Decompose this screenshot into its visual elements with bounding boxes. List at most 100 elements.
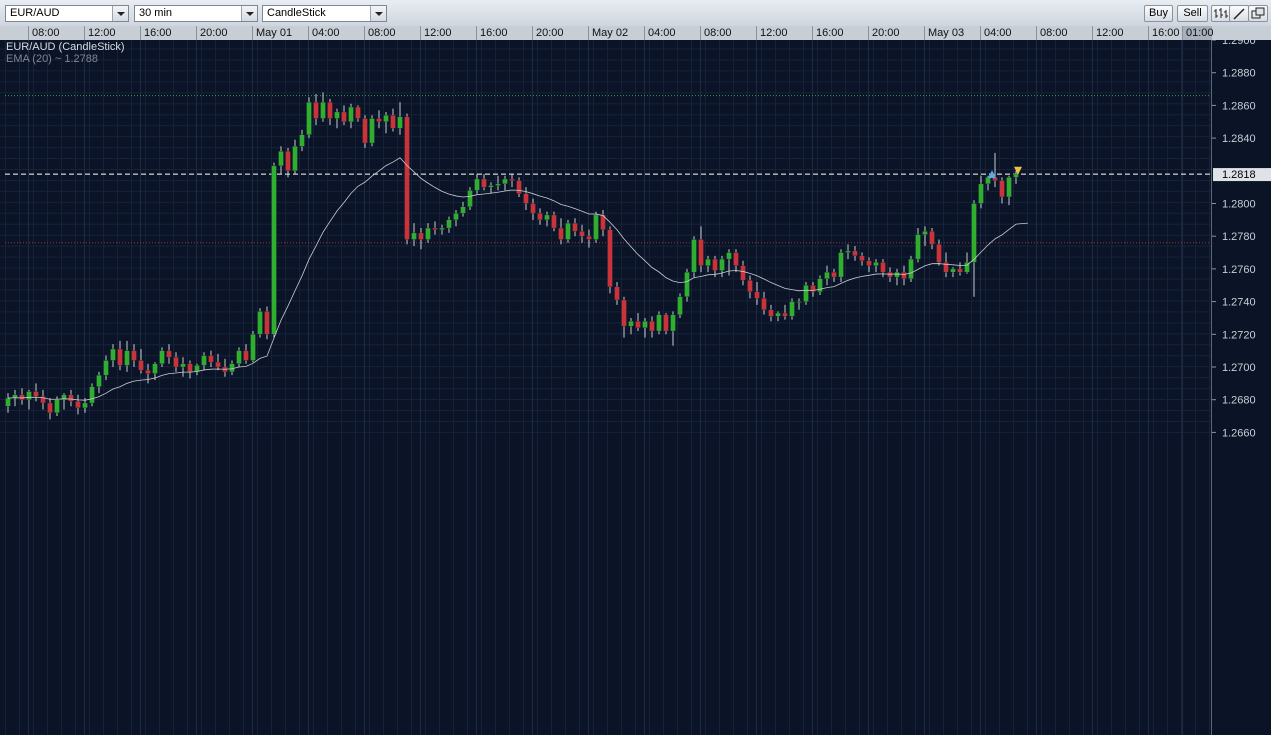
time-axis-label: 12:00: [756, 26, 812, 40]
candle-down: [810, 285, 816, 292]
candle-down: [607, 229, 613, 288]
candle-up: [691, 239, 697, 273]
candle-down: [754, 291, 760, 299]
timeframe-value: 30 min: [139, 7, 173, 19]
time-axis-label: May 02: [588, 26, 644, 40]
current-price-tag: [1213, 168, 1271, 182]
candle-up: [180, 363, 186, 368]
candle-up: [124, 350, 130, 366]
candle-up: [677, 296, 683, 315]
candle-up: [320, 101, 326, 119]
time-axis-label: 08:00: [1036, 26, 1092, 40]
candle-down: [75, 401, 81, 409]
candle-up: [684, 272, 690, 297]
candle-up: [54, 399, 60, 413]
timeframe-select[interactable]: 30 min: [134, 5, 258, 22]
candle-down: [999, 180, 1005, 198]
current-price-label: 1.2818: [1222, 169, 1256, 181]
candle-up: [453, 213, 459, 220]
candle-down: [747, 280, 753, 292]
candle-down: [33, 391, 39, 397]
sell-button[interactable]: Sell: [1177, 5, 1208, 22]
candle-up: [96, 375, 102, 387]
candle-down: [19, 394, 25, 400]
candle-up: [26, 391, 32, 400]
candle-down: [663, 314, 669, 332]
candle-up: [292, 146, 298, 171]
chevron-down-icon[interactable]: [112, 6, 128, 21]
symbol-select[interactable]: EUR/AUD: [5, 5, 129, 22]
candle-up: [964, 262, 970, 273]
buy-marker-icon: [988, 170, 996, 179]
price-label: 1.2720: [1222, 329, 1256, 341]
candle-up: [670, 314, 676, 332]
candle-up: [1006, 177, 1012, 198]
candle-up: [922, 231, 928, 235]
candle-down: [600, 214, 606, 230]
bars-tool-button[interactable]: [1211, 5, 1231, 22]
candle-down: [880, 262, 886, 273]
window-icon: [1251, 7, 1265, 19]
trendline-tool-button[interactable]: [1229, 5, 1249, 22]
candle-up: [719, 258, 725, 271]
time-axis-label: 16:00: [1148, 26, 1204, 40]
chevron-down-icon[interactable]: [241, 6, 257, 21]
bars-icon: [1214, 8, 1228, 18]
candle-down: [432, 227, 438, 230]
candle-up: [775, 312, 781, 317]
candle-down: [740, 265, 746, 281]
candle-up: [229, 363, 235, 373]
candle-down: [649, 321, 655, 332]
candle-down: [929, 231, 935, 245]
time-axis-label: 16:00: [476, 26, 532, 40]
candle-down: [537, 213, 543, 220]
chevron-down-icon[interactable]: [370, 6, 386, 21]
symbol-value: EUR/AUD: [10, 7, 60, 19]
candle-up: [642, 321, 648, 328]
candle-down: [957, 268, 963, 273]
detach-window-button[interactable]: [1248, 5, 1268, 22]
price-chart[interactable]: 1.2900 1.2880 1.2860 1.2840 1.2800 1.2780 1.27…: [0, 40, 1271, 735]
candle-down: [481, 178, 487, 188]
price-label: 1.2680: [1222, 395, 1256, 407]
candle-down: [887, 272, 893, 278]
candle-down: [145, 370, 151, 374]
time-axis-label: 12:00: [1092, 26, 1148, 40]
candle-down: [285, 151, 291, 171]
time-axis-label: 20:00: [868, 26, 924, 40]
time-axis-label: 20:00: [532, 26, 588, 40]
candle-down: [831, 272, 837, 278]
time-axis: 08:00 12:00 16:00 20:00 May 01 04:00 08:00 12:0…: [0, 26, 1271, 41]
ema-line: [7, 157, 1029, 401]
price-label: 1.2780: [1222, 231, 1256, 243]
candle-up: [971, 203, 977, 263]
grid: [0, 40, 1212, 735]
candle-down: [215, 361, 221, 368]
candle-up: [565, 222, 571, 240]
candle-down: [782, 312, 788, 317]
candle-up: [908, 258, 914, 279]
candle-up: [103, 360, 109, 376]
time-axis-label: May 01: [252, 26, 308, 40]
candle-down: [852, 250, 858, 256]
candle-up: [159, 350, 165, 364]
candles: [5, 92, 1019, 420]
candle-up: [985, 177, 991, 185]
chart-style-select[interactable]: CandleStick: [262, 5, 387, 22]
price-axis: 1.2900 1.2880 1.2860 1.2840 1.2800 1.2780 1.27…: [1212, 40, 1271, 439]
candle-up: [950, 268, 956, 273]
candle-down: [551, 214, 557, 229]
candle-down: [523, 193, 529, 204]
toolbar: EUR/AUD 30 min CandleStick Buy Sell: [0, 0, 1271, 27]
candle-down: [117, 348, 123, 366]
candle-up: [250, 334, 256, 361]
candle-down: [243, 350, 249, 361]
buy-button[interactable]: Buy: [1144, 5, 1173, 22]
candle-up: [439, 227, 445, 230]
candle-down: [586, 236, 592, 240]
time-axis-label: 04:00: [644, 26, 700, 40]
candle-up: [194, 365, 200, 373]
candle-up: [894, 272, 900, 278]
candle-down: [936, 244, 942, 263]
candle-up: [817, 278, 823, 292]
